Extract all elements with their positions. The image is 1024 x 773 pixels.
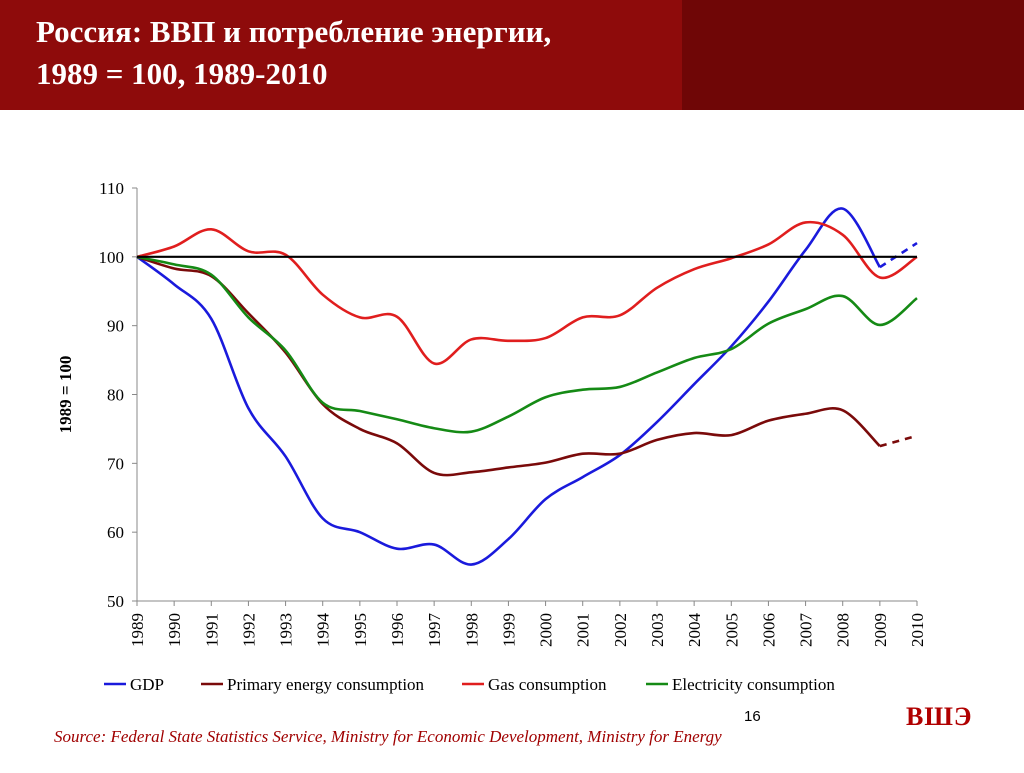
source-note: Source: Federal State Statistics Service… — [54, 727, 722, 746]
y-tick-label: 100 — [99, 248, 125, 267]
slide-title-line1: Россия: ВВП и потребление энергии, — [36, 14, 552, 49]
hse-logo: ВШЭ — [906, 702, 973, 731]
x-tick-label: 2008 — [834, 613, 853, 647]
series-line-primary-energy-consumption — [136, 255, 881, 477]
legend-label-gdp: GDP — [130, 675, 164, 694]
y-tick-label: 80 — [107, 386, 124, 405]
x-tick-label: 2004 — [685, 613, 704, 648]
x-tick-label: 1996 — [388, 613, 407, 647]
x-tick-label: 1991 — [202, 613, 221, 647]
x-tick-label: 1999 — [499, 613, 518, 647]
x-tick-label: 2007 — [797, 613, 816, 648]
x-tick-label: 1992 — [239, 613, 258, 647]
x-tick-label: 2001 — [574, 613, 593, 647]
series-line-electricity-consumption — [136, 255, 918, 434]
x-tick-label: 2003 — [648, 613, 667, 647]
x-tick-label: 1990 — [165, 613, 184, 647]
legend-label-gas-consumption: Gas consumption — [488, 675, 607, 694]
series-line-gdp — [136, 207, 881, 566]
y-axis-label: 1989 = 100 — [56, 356, 75, 434]
x-tick-label: 1998 — [462, 613, 481, 647]
y-tick-label: 70 — [107, 454, 124, 473]
series-forecast-gdp — [879, 241, 918, 269]
y-tick-label: 50 — [107, 592, 124, 611]
x-tick-label: 1994 — [314, 613, 333, 648]
series-forecast-primary-energy-consumption — [879, 434, 918, 448]
slide-title-line2: 1989 = 100, 1989-2010 — [36, 56, 328, 91]
x-tick-label: 2005 — [722, 613, 741, 647]
x-tick-label: 2009 — [871, 613, 890, 647]
x-tick-label: 2000 — [537, 613, 556, 647]
legend-label-primary-energy-consumption: Primary energy consumption — [227, 675, 425, 694]
x-tick-label: 1997 — [425, 613, 444, 648]
series-line-gas-consumption — [136, 220, 918, 366]
page-number: 16 — [744, 708, 761, 725]
x-tick-label: 1993 — [277, 613, 296, 647]
x-tick-label: 1989 — [128, 613, 147, 647]
y-tick-label: 60 — [107, 523, 124, 542]
x-tick-label: 2002 — [611, 613, 630, 647]
y-tick-label: 110 — [99, 179, 124, 198]
x-tick-label: 2006 — [759, 613, 778, 647]
y-tick-label: 90 — [107, 317, 124, 336]
x-tick-label: 1995 — [351, 613, 370, 647]
title-bar-accent — [682, 0, 1024, 110]
x-tick-label: 2010 — [908, 613, 927, 647]
legend-label-electricity-consumption: Electricity consumption — [672, 675, 835, 694]
